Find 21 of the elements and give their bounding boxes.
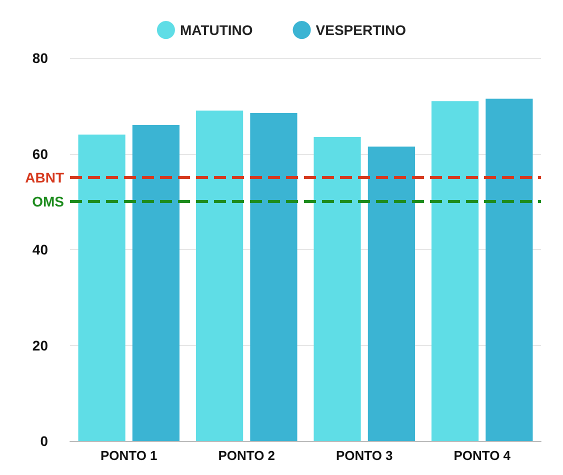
x-tick-label: PONTO 1 <box>100 448 158 463</box>
bar <box>368 146 416 441</box>
x-tick-label: PONTO 3 <box>336 448 393 463</box>
bar <box>431 101 479 441</box>
y-tick-label: 40 <box>32 242 48 258</box>
bar <box>250 113 298 441</box>
legend-label: VESPERTINO <box>316 22 406 38</box>
bar <box>486 98 533 441</box>
y-tick-label: 20 <box>32 337 48 354</box>
bar <box>78 134 126 441</box>
y-tick-label: 80 <box>32 50 48 66</box>
x-tick-label: PONTO 4 <box>454 448 512 463</box>
y-tick-label: 0 <box>40 433 48 449</box>
y-tick-label: 60 <box>32 146 48 162</box>
bar <box>132 125 180 441</box>
x-tick-label: PONTO 2 <box>218 448 276 463</box>
bar <box>314 136 361 441</box>
bar <box>196 110 244 441</box>
ref-line-label: OMS <box>32 194 64 210</box>
legend-label: MATUTINO <box>180 22 253 38</box>
ref-line-label: ABNT <box>25 170 64 186</box>
